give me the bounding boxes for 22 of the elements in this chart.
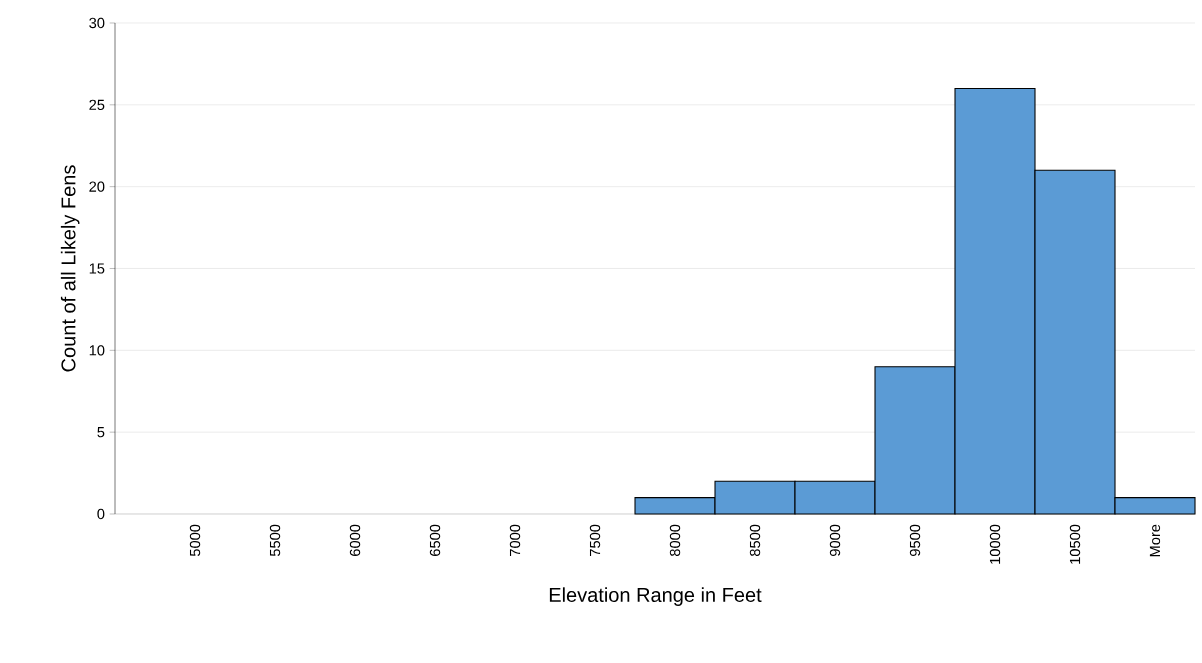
- x-tick-label: 5000: [189, 524, 201, 557]
- x-tick-label: 5500: [269, 524, 281, 557]
- x-tick-label: 10000: [989, 524, 1001, 564]
- x-tick-label: 9500: [909, 524, 921, 556]
- x-tick-label: 6500: [429, 524, 441, 556]
- x-tick-label: 8500: [749, 524, 761, 557]
- y-tick-label: 10: [89, 345, 105, 356]
- y-tick-label: 25: [89, 99, 105, 111]
- x-tick-label: 10500: [1069, 524, 1081, 564]
- x-axis-title: Elevation Range in Feet: [549, 587, 762, 606]
- x-tick-label: 7000: [509, 524, 521, 556]
- x-tick-label: 6000: [349, 524, 361, 556]
- x-tick-label: 8000: [669, 524, 681, 557]
- x-tick-label: 9000: [829, 524, 841, 556]
- y-tick-label: 0: [97, 508, 105, 520]
- y-tick-label: 5: [97, 427, 105, 438]
- x-tick-label: More: [1149, 524, 1161, 557]
- y-axis-title: Count of all Likely Fens: [60, 165, 80, 372]
- x-tick-label: 7500: [589, 524, 601, 556]
- y-tick-label: 15: [89, 263, 105, 274]
- y-tick-label: 20: [89, 181, 105, 192]
- y-tick-label: 30: [89, 17, 105, 29]
